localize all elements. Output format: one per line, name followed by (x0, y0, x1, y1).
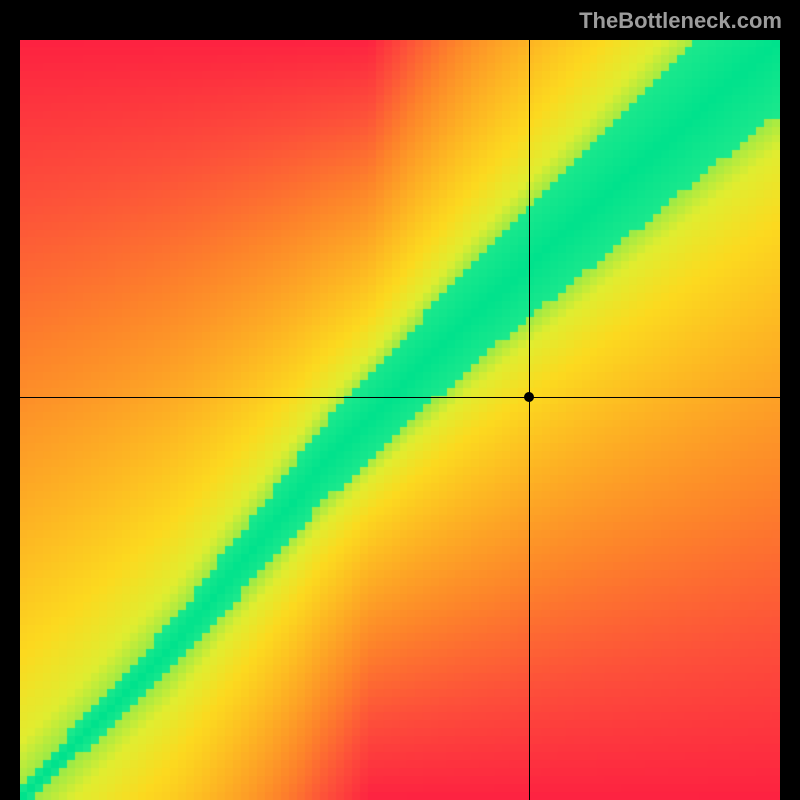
crosshair-horizontal (20, 397, 780, 398)
data-point-marker (524, 392, 534, 402)
watermark-text: TheBottleneck.com (579, 8, 782, 34)
heatmap-chart (20, 40, 780, 800)
crosshair-vertical (529, 40, 530, 800)
heatmap-canvas (20, 40, 780, 800)
